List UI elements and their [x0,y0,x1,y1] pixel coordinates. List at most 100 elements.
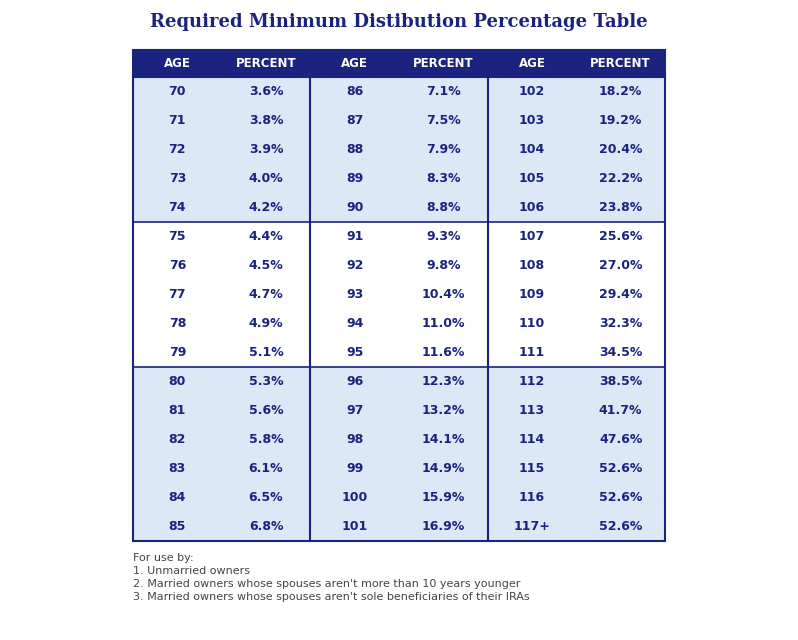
Text: 70: 70 [168,85,186,98]
Text: 111: 111 [519,346,545,359]
Text: 107: 107 [519,230,545,243]
Text: 5.6%: 5.6% [249,404,283,417]
Bar [133,454,665,483]
Text: 47.6%: 47.6% [599,433,642,446]
Text: 93: 93 [346,288,363,301]
Text: 106: 106 [519,201,545,214]
Bar [133,512,665,541]
Text: 116: 116 [519,491,545,504]
Text: 4.7%: 4.7% [249,288,283,301]
Text: 112: 112 [519,375,545,388]
Bar [133,367,665,396]
Text: AGE: AGE [342,57,368,70]
Text: 16.9%: 16.9% [421,520,465,533]
Text: 7.9%: 7.9% [426,143,460,156]
Text: 34.5%: 34.5% [599,346,642,359]
Bar [133,50,665,77]
Bar [133,164,665,193]
Text: 92: 92 [346,259,363,272]
Text: 94: 94 [346,317,363,330]
Text: 73: 73 [168,172,186,185]
Text: 6.1%: 6.1% [249,462,283,475]
Text: 104: 104 [519,143,545,156]
Text: 9.8%: 9.8% [426,259,460,272]
Text: 20.4%: 20.4% [599,143,642,156]
Bar [133,425,665,454]
Text: 4.2%: 4.2% [249,201,283,214]
Text: 3.9%: 3.9% [249,143,283,156]
Text: 52.6%: 52.6% [599,462,642,475]
Text: 6.8%: 6.8% [249,520,283,533]
Text: 117+: 117+ [514,520,551,533]
Text: 11.6%: 11.6% [421,346,465,359]
Text: 3. Married owners whose spouses aren't sole beneficiaries of their IRAs: 3. Married owners whose spouses aren't s… [133,592,530,602]
Text: 97: 97 [346,404,363,417]
Text: 100: 100 [342,491,368,504]
Text: PERCENT: PERCENT [413,57,474,70]
Text: 14.9%: 14.9% [421,462,465,475]
Text: 76: 76 [168,259,186,272]
Text: 22.2%: 22.2% [599,172,642,185]
Text: 86: 86 [346,85,363,98]
Text: 87: 87 [346,114,363,127]
Bar [133,135,665,164]
Text: 6.5%: 6.5% [249,491,283,504]
Text: 7.1%: 7.1% [426,85,460,98]
Bar [133,251,665,280]
Text: 105: 105 [519,172,545,185]
Text: 4.9%: 4.9% [249,317,283,330]
Text: 2. Married owners whose spouses aren't more than 10 years younger: 2. Married owners whose spouses aren't m… [133,579,520,589]
Text: 83: 83 [168,462,186,475]
Text: 99: 99 [346,462,363,475]
Text: 72: 72 [168,143,186,156]
Text: 108: 108 [519,259,545,272]
Text: 96: 96 [346,375,363,388]
Text: 25.6%: 25.6% [599,230,642,243]
Text: 98: 98 [346,433,363,446]
Text: 11.0%: 11.0% [421,317,465,330]
Bar [133,50,665,541]
Text: Required Minimum Distibution Percentage Table: Required Minimum Distibution Percentage … [150,13,648,31]
Text: 79: 79 [168,346,186,359]
Bar [133,338,665,367]
Text: 91: 91 [346,230,363,243]
Bar [133,309,665,338]
Text: 103: 103 [519,114,545,127]
Text: 95: 95 [346,346,363,359]
Text: 89: 89 [346,172,363,185]
Text: 19.2%: 19.2% [599,114,642,127]
Text: 4.0%: 4.0% [249,172,283,185]
Text: AGE: AGE [164,57,191,70]
Text: 1. Unmarried owners: 1. Unmarried owners [133,566,250,576]
Bar [133,483,665,512]
Bar [133,396,665,425]
Bar [133,106,665,135]
Text: 38.5%: 38.5% [599,375,642,388]
Bar [133,222,665,251]
Text: 3.6%: 3.6% [249,85,283,98]
Text: 9.3%: 9.3% [426,230,460,243]
Text: PERCENT: PERCENT [591,57,651,70]
Text: 10.4%: 10.4% [421,288,465,301]
Text: 102: 102 [519,85,545,98]
Text: 52.6%: 52.6% [599,491,642,504]
Text: 52.6%: 52.6% [599,520,642,533]
Text: 8.3%: 8.3% [426,172,460,185]
Text: 13.2%: 13.2% [421,404,465,417]
Text: 81: 81 [168,404,186,417]
Text: 3.8%: 3.8% [249,114,283,127]
Bar [133,193,665,222]
Text: 7.5%: 7.5% [426,114,460,127]
Text: 32.3%: 32.3% [599,317,642,330]
Text: 90: 90 [346,201,363,214]
Text: 114: 114 [519,433,545,446]
Text: 12.3%: 12.3% [421,375,465,388]
Text: 41.7%: 41.7% [599,404,642,417]
Text: 85: 85 [168,520,186,533]
Bar [133,280,665,309]
Text: 75: 75 [168,230,186,243]
Text: 15.9%: 15.9% [421,491,465,504]
Text: 74: 74 [168,201,186,214]
Text: 80: 80 [168,375,186,388]
Bar [133,77,665,106]
